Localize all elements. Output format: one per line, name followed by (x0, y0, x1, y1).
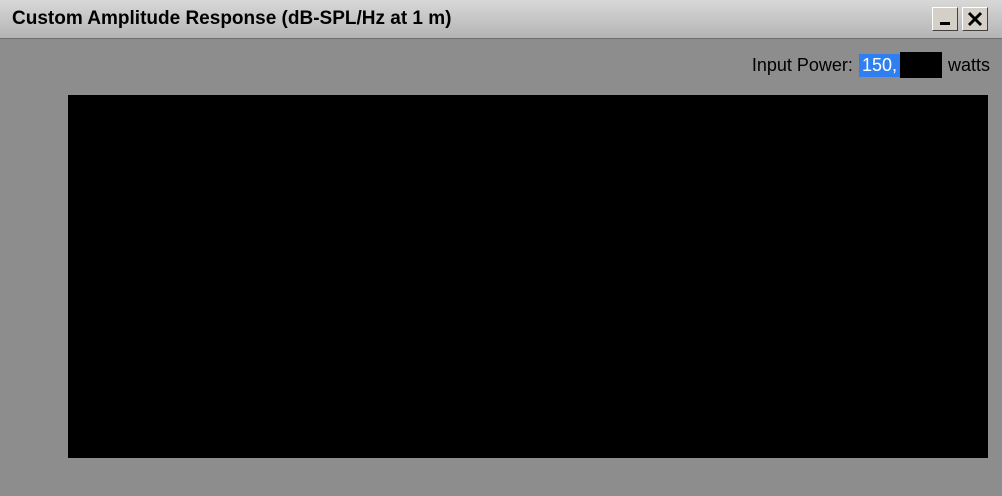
close-icon: 5 Hz105010050010002000889410010611211812… (967, 11, 983, 27)
input-power-box[interactable] (899, 52, 942, 78)
window-title: Custom Amplitude Response (dB-SPL/Hz at … (12, 8, 452, 29)
close-button[interactable]: 5 Hz105010050010002000889410010611211812… (962, 7, 988, 31)
input-power-unit: watts (947, 54, 990, 75)
input-power-label: Input Power: (751, 54, 853, 75)
input-power: Input Power: 150, watts (752, 52, 990, 78)
minimize-button[interactable] (932, 7, 958, 31)
plot-area (68, 95, 988, 458)
input-power-field[interactable]: 150, (858, 53, 900, 77)
title-bar: Custom Amplitude Response (dB-SPL/Hz at … (0, 0, 1002, 39)
